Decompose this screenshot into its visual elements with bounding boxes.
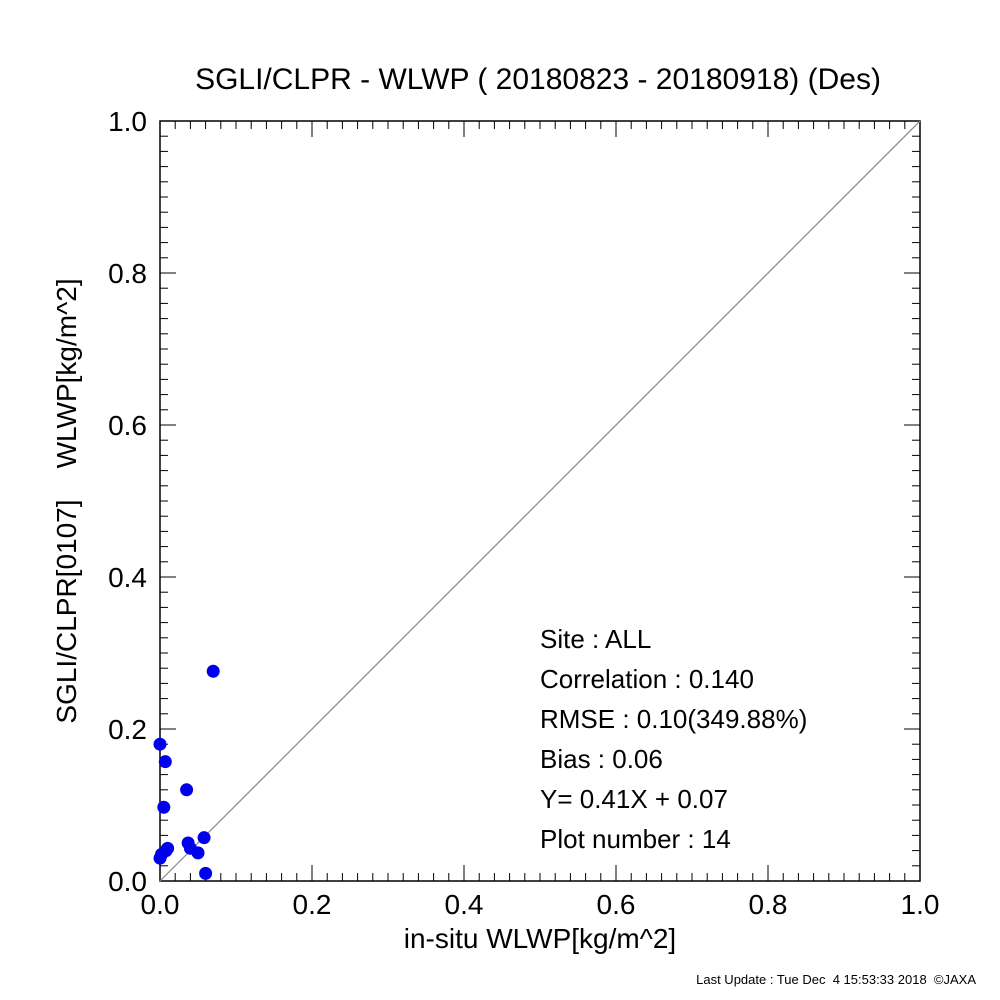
last-update-footer: Last Update : Tue Dec 4 15:53:33 2018 ©J… xyxy=(696,972,976,987)
stat-line: Y= 0.41X + 0.07 xyxy=(540,784,728,814)
data-point xyxy=(191,846,205,860)
data-point xyxy=(153,737,167,751)
data-points xyxy=(153,664,220,880)
stat-line: Plot number : 14 xyxy=(540,824,731,854)
data-point xyxy=(153,851,167,865)
data-point xyxy=(158,755,172,769)
x-axis-label: in-situ WLWP[kg/m^2] xyxy=(404,923,676,954)
y-tick-label: 0.6 xyxy=(108,410,147,441)
x-tick-label: 0.0 xyxy=(141,889,180,920)
stat-line: Bias : 0.06 xyxy=(540,744,663,774)
y-tick-label: 0.2 xyxy=(108,714,147,745)
stats-box: Site : ALL Correlation : 0.140 RMSE : 0.10… xyxy=(540,624,807,854)
data-point xyxy=(197,831,211,845)
data-point xyxy=(206,664,220,678)
x-tick-label: 1.0 xyxy=(901,889,940,920)
one-to-one-line xyxy=(159,120,921,882)
y-tick-label: 1.0 xyxy=(108,106,147,137)
y-axis-label: SGLI/CLPR[0107] WLWP[kg/m^2] xyxy=(51,278,82,723)
stat-line: Correlation : 0.140 xyxy=(540,664,754,694)
y-tick-label: 0.0 xyxy=(108,866,147,897)
axis-ticks xyxy=(159,120,921,882)
x-tick-label: 0.6 xyxy=(597,889,636,920)
data-point xyxy=(199,866,213,880)
y-tick-label: 0.8 xyxy=(108,258,147,289)
data-point xyxy=(157,800,171,814)
x-tick-label: 0.2 xyxy=(293,889,332,920)
y-tick-label: 0.4 xyxy=(108,562,147,593)
stat-line: RMSE : 0.10(349.88%) xyxy=(540,704,807,734)
chart-title: SGLI/CLPR - WLWP ( 20180823 - 20180918) … xyxy=(195,63,881,96)
x-tick-label: 0.4 xyxy=(445,889,484,920)
x-tick-label: 0.8 xyxy=(749,889,788,920)
stat-line: Site : ALL xyxy=(540,624,651,654)
data-point xyxy=(180,783,194,797)
axis-tick-labels: 0.0 0.2 0.4 0.6 0.8 1.0 0.0 0.2 0.4 0.6 0.8 1.0 xyxy=(108,106,939,920)
